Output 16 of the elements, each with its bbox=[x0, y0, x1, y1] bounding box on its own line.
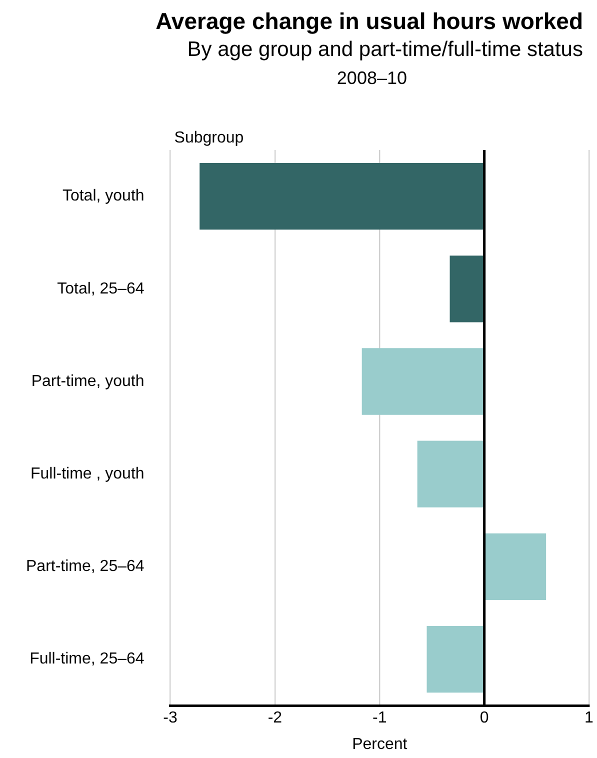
y-tick-label: Full-time , youth bbox=[30, 466, 144, 483]
y-tick-label: Total, 25–64 bbox=[57, 280, 144, 298]
x-tick-label: 0 bbox=[480, 710, 489, 727]
chart-title: Average change in usual hours worked bbox=[154, 7, 584, 36]
y-tick-label: Total, youth bbox=[62, 188, 144, 205]
y-tick-label: Part-time, 25–64 bbox=[26, 558, 144, 576]
text: 2008–10 bbox=[336, 67, 408, 90]
y-tick-label: Full-time, 25–64 bbox=[30, 650, 144, 668]
x-tick-label: 1 bbox=[584, 710, 594, 727]
x-tick-label: -2 bbox=[268, 710, 282, 727]
x-tick-label: -3 bbox=[163, 710, 178, 727]
y-tick-label: Part-time, youth bbox=[31, 372, 144, 390]
x-tick-label: -1 bbox=[372, 710, 387, 727]
chart-subtitle: By age group and part-time/full-time status bbox=[186, 37, 584, 63]
y-axis-title: Subgroup bbox=[174, 129, 244, 146]
x-axis-title: Percent bbox=[352, 736, 408, 753]
